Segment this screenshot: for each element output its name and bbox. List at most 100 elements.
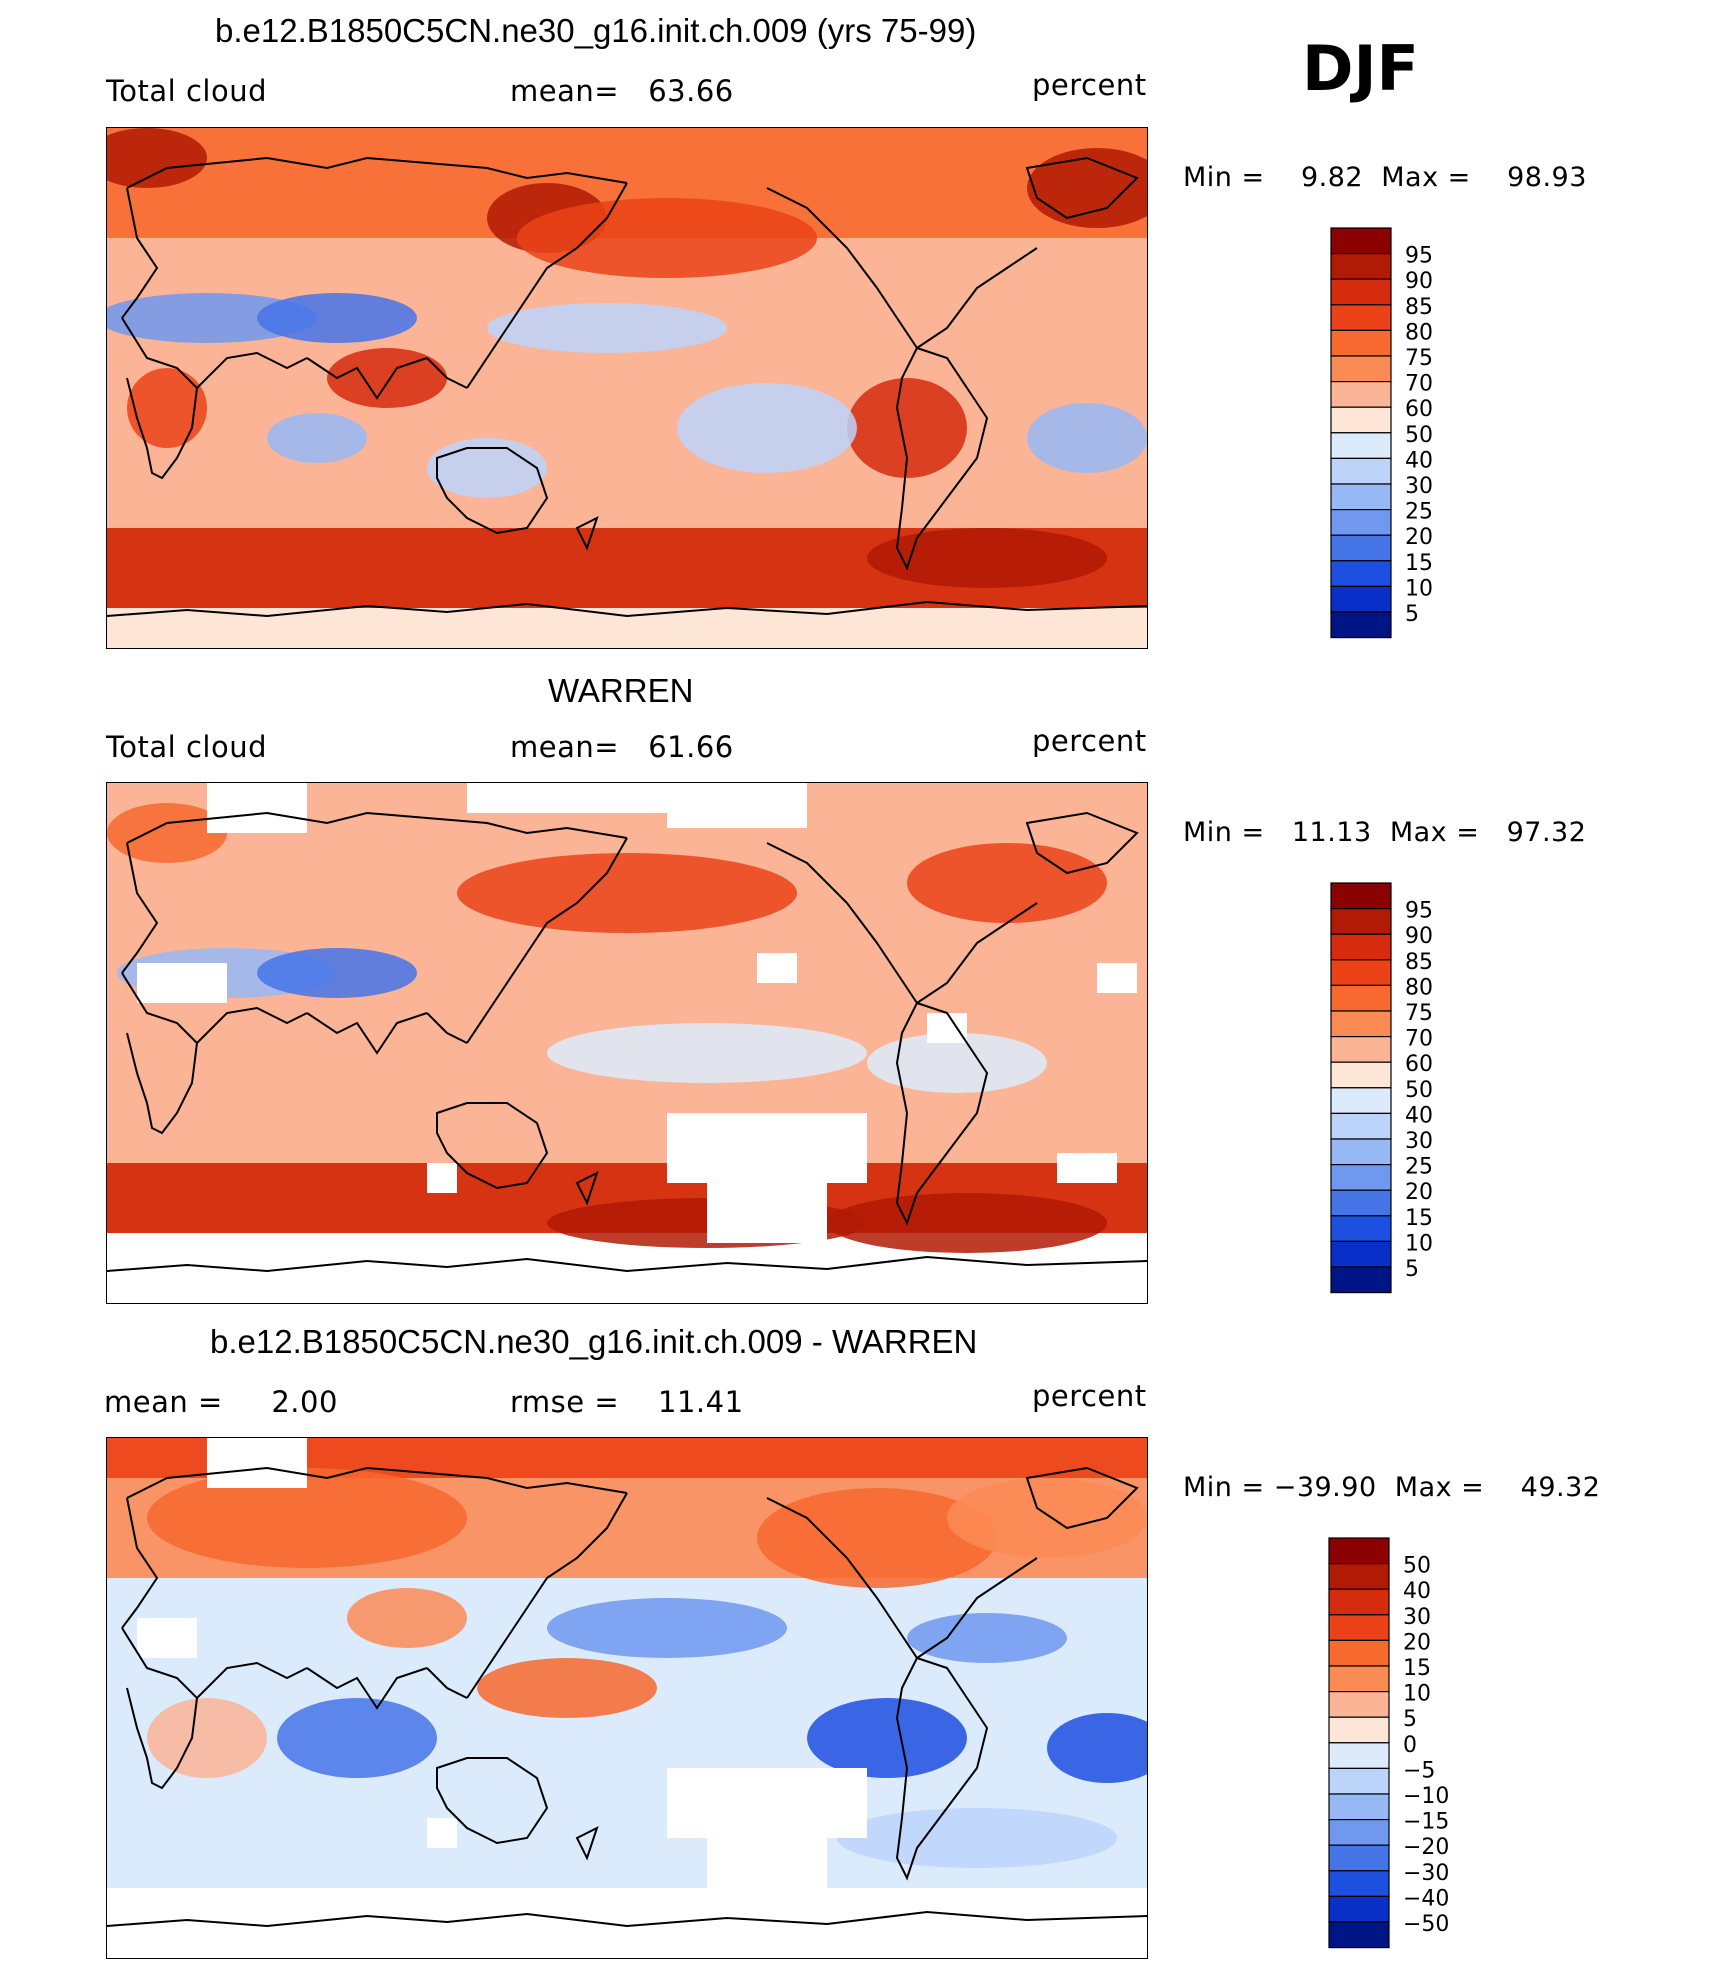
colorbar-tick-label: 25 [1405, 1155, 1433, 1180]
coastline [1025, 1466, 1139, 1530]
missing-data [1097, 963, 1137, 993]
missing-data [667, 783, 807, 828]
field-contour [127, 368, 207, 448]
panel-title: b.e12.B1850C5CN.ne30_g16.init.ch.009 (yr… [215, 12, 977, 49]
missing-data [467, 783, 667, 813]
coastline [306, 357, 428, 400]
colorbar-box [1328, 1921, 1390, 1949]
field-contour [147, 1468, 467, 1568]
colorbar-box [1330, 329, 1392, 357]
missing-data [207, 1438, 307, 1488]
field-contour [267, 413, 367, 463]
field-contour [867, 1033, 1047, 1093]
missing-data [707, 1818, 827, 1898]
field-contour [837, 1808, 1117, 1868]
colorbar-box [1330, 585, 1392, 613]
colorbar-tick-label: 85 [1405, 295, 1433, 320]
coastline [916, 247, 1038, 349]
colorbar-tick-label: 15 [1405, 1206, 1433, 1231]
field-contour [147, 1698, 267, 1778]
colorbar-box [1330, 1138, 1392, 1166]
missing-data [427, 1818, 457, 1848]
coastline [895, 1656, 989, 1881]
colorbar-tick-label: 30 [1405, 1129, 1433, 1154]
colorbar-box [1330, 1189, 1392, 1217]
colorbar-tick-label: 80 [1405, 320, 1433, 345]
colorbar-box [1330, 611, 1392, 639]
missing-data [427, 1163, 457, 1193]
coastline [466, 1492, 628, 1699]
colorbar-box [1330, 933, 1392, 961]
field-contour [347, 1588, 467, 1648]
field-contour [107, 128, 207, 188]
colorbar-box [1330, 560, 1392, 587]
field-contour [477, 1658, 657, 1718]
coastline [916, 902, 1038, 1004]
colorbar-box [1328, 1537, 1390, 1565]
coastline [895, 1001, 989, 1226]
colorbar-box [1328, 1665, 1390, 1693]
coastline [121, 972, 199, 1135]
colorbar-box [1330, 1112, 1392, 1140]
field-contour [547, 1598, 787, 1658]
colorbar-tick-label: 20 [1405, 525, 1433, 550]
colorbar-box [1328, 1716, 1390, 1744]
panel-minmax: Min = 11.13 Max = 97.32 [1183, 817, 1587, 848]
coastline [126, 156, 628, 189]
missing-data [137, 1618, 197, 1658]
panel-units-label: percent [1032, 68, 1147, 102]
colorbar-tick-label: 0 [1403, 1733, 1417, 1758]
colorbar-box [1328, 1588, 1390, 1616]
field-contour [947, 1478, 1147, 1558]
coastline [196, 1661, 308, 1699]
coastline [436, 1102, 549, 1190]
panel-rmse-label: rmse = 11.41 [510, 1385, 744, 1419]
colorbar-tick-label: 75 [1405, 346, 1433, 371]
field-contour [277, 1698, 437, 1778]
field-band [107, 1888, 1147, 1958]
coastline [196, 1006, 308, 1044]
coastline [1025, 811, 1139, 875]
colorbar-box [1328, 1563, 1390, 1590]
field-contour [427, 438, 547, 498]
field-contour [547, 1023, 867, 1083]
map-panel-model [106, 127, 1148, 649]
season-label: DJF [1302, 32, 1419, 105]
colorbar-tick-label: 30 [1405, 474, 1433, 499]
colorbar-tick-label: 60 [1405, 397, 1433, 422]
coastline [107, 1255, 1147, 1273]
colorbar-tick-label: 5 [1403, 1707, 1417, 1732]
colorbar-box [1330, 959, 1392, 987]
missing-data [927, 1013, 967, 1043]
coastline [196, 351, 308, 389]
colorbar-box [1330, 1164, 1392, 1191]
colorbar-tick-label: 20 [1403, 1630, 1431, 1655]
colorbar-tick-label: 60 [1405, 1052, 1433, 1077]
coastline [466, 182, 628, 389]
field-contour [107, 803, 227, 863]
colorbar-box [1328, 1844, 1390, 1872]
missing-data [207, 783, 307, 833]
colorbar-tick-label: 15 [1403, 1656, 1431, 1681]
panel-mean-label: mean = 2.00 [104, 1385, 338, 1419]
colorbar-box [1330, 304, 1392, 332]
colorbar-tick-label: 5 [1405, 602, 1419, 627]
panel-mean-label: mean= 63.66 [510, 74, 734, 108]
colorbar-tick-label: 20 [1405, 1180, 1433, 1205]
panel-minmax: Min = −39.90 Max = 49.32 [1183, 1472, 1601, 1503]
colorbar-box [1330, 908, 1392, 935]
colorbar-tick-label: 5 [1405, 1257, 1419, 1282]
colorbar-box [1330, 406, 1392, 434]
colorbar-box [1328, 1793, 1390, 1821]
colorbar-box [1330, 1087, 1392, 1115]
field-contour [107, 293, 317, 343]
colorbar-tick-label: 50 [1405, 1078, 1433, 1103]
coastline [575, 1171, 599, 1206]
colorbar-tick-label: −40 [1403, 1886, 1449, 1911]
panel-variable-label: Total cloud [106, 730, 267, 764]
colorbar-box [1328, 1639, 1390, 1667]
colorbar-tick-label: 80 [1405, 975, 1433, 1000]
panel-variable-label: Total cloud [106, 74, 267, 108]
coastline [766, 187, 918, 349]
colorbar-tick-label: 75 [1405, 1001, 1433, 1026]
